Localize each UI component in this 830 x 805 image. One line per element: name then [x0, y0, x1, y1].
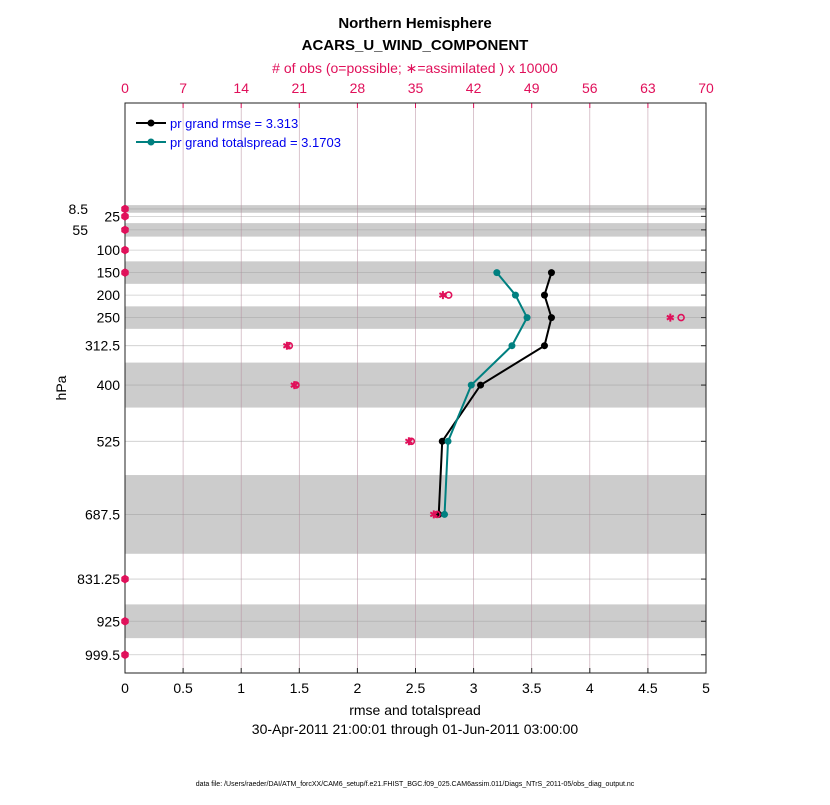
top-tick-label: 49	[524, 80, 540, 96]
top-tick-label: 63	[640, 80, 656, 96]
y-tick-label: 250	[97, 310, 121, 326]
series-point-1	[444, 437, 452, 445]
obs-assimilated-marker	[282, 341, 291, 350]
top-tick-label: 35	[408, 80, 424, 96]
top-tick-label: 0	[121, 80, 129, 96]
obs-possible-marker	[677, 313, 685, 322]
y-tick-label: 925	[97, 613, 121, 629]
y-tick-label: 525	[97, 433, 121, 449]
legend-marker-0	[147, 119, 155, 127]
series-point-0	[438, 437, 446, 445]
obs-assimilated-marker	[121, 650, 129, 659]
obs-assimilated-marker	[121, 246, 129, 255]
series-point-1	[467, 381, 475, 389]
top-tick-label: 14	[233, 80, 249, 96]
obs-assimilated-marker	[290, 381, 299, 390]
obs-assimilated-marker	[121, 575, 129, 584]
obs-assimilated-marker	[121, 204, 129, 213]
top-tick-label: 21	[292, 80, 308, 96]
top-axis-label: # of obs (o=possible; ∗=assimilated ) x …	[272, 60, 558, 76]
x-tick-label: 3	[470, 680, 478, 696]
y-tick-label: 100	[97, 242, 121, 258]
x-tick-label: 4	[586, 680, 594, 696]
x-tick-label: 2	[354, 680, 362, 696]
series-point-0	[547, 314, 555, 322]
legend-marker-1	[147, 138, 155, 146]
obs-assimilated-marker	[121, 225, 129, 234]
series-point-1	[441, 510, 449, 518]
x-tick-label: 0	[121, 680, 129, 696]
y-axis-label: hPa	[53, 375, 69, 400]
y-tick-label: 312.5	[85, 338, 120, 354]
x-tick-label: 4.5	[638, 680, 658, 696]
x-axis-label: rmse and totalspread	[349, 702, 481, 718]
y-tick-label: 831.25	[77, 571, 120, 587]
x-tick-label: 1.5	[290, 680, 310, 696]
x-tick-label: 5	[702, 680, 710, 696]
x-tick-label: 0.5	[173, 680, 193, 696]
y-tick-label: 8.5	[69, 201, 89, 217]
y-tick-label: 400	[97, 377, 121, 393]
plot-frame	[124, 102, 707, 674]
x-tick-label: 1	[237, 680, 245, 696]
obs-assimilated-marker	[666, 313, 675, 322]
obs-assimilated-marker	[404, 437, 413, 446]
series-point-0	[540, 291, 548, 299]
series-point-0	[477, 381, 485, 389]
obs-assimilated-marker	[438, 291, 447, 300]
y-tick-label: 150	[97, 265, 121, 281]
y-tick-label: 200	[97, 287, 121, 303]
obs-possible-marker	[444, 291, 453, 299]
y-tick-label: 55	[72, 222, 88, 238]
y-tick-label: 999.5	[85, 647, 120, 663]
top-tick-label: 56	[582, 80, 598, 96]
legend-entry: pr grand rmse = 3.313	[170, 116, 298, 131]
chart-title: Northern Hemisphere	[338, 15, 491, 32]
legend-entry: pr grand totalspread = 3.1703	[170, 135, 341, 150]
top-tick-label: 42	[466, 80, 482, 96]
x-tick-label: 3.5	[522, 680, 542, 696]
y-tick-label: 687.5	[85, 506, 120, 522]
obs-assimilated-marker	[121, 268, 129, 277]
top-tick-label: 70	[698, 80, 714, 96]
series-point-0	[540, 342, 548, 350]
obs-assimilated-marker	[121, 617, 129, 626]
date-range: 30-Apr-2011 21:00:01 through 01-Jun-2011…	[252, 721, 579, 737]
obs-assimilated-marker	[121, 212, 129, 221]
y-tick-label: 25	[104, 208, 120, 224]
series-point-1	[493, 269, 501, 277]
series-point-0	[547, 269, 555, 277]
series-point-1	[523, 314, 531, 322]
footer-data-file: data file: /Users/raeder/DAI/ATM_forcXX/…	[196, 781, 635, 788]
top-tick-label: 7	[179, 80, 187, 96]
series-point-1	[511, 291, 519, 299]
series-point-1	[508, 342, 516, 350]
chart-subtitle: ACARS_U_WIND_COMPONENT	[302, 37, 529, 54]
obs-assimilated-marker	[429, 510, 438, 519]
top-tick-label: 28	[350, 80, 366, 96]
x-tick-label: 2.5	[406, 680, 426, 696]
